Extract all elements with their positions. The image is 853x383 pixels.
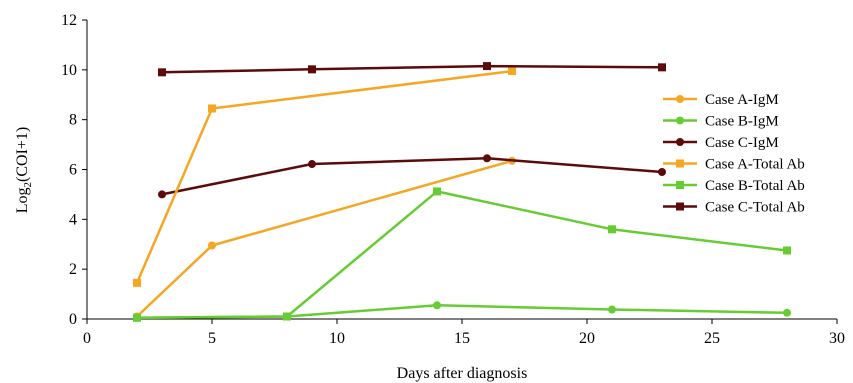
data-point: [783, 308, 791, 317]
y-tick-label: 4: [69, 211, 77, 228]
legend-item-case-c-total-ab: Case C-Total Ab: [663, 200, 805, 216]
legend-item-case-b-total-ab: Case B-Total Ab: [663, 178, 805, 194]
data-point: [658, 63, 666, 72]
x-tick-label: 10: [329, 330, 345, 347]
legend-label: Case C-IgM: [705, 135, 779, 151]
series-layer: [133, 62, 791, 322]
data-point: [308, 65, 316, 74]
series-case-a-igm: [133, 156, 516, 321]
data-point: [308, 160, 316, 169]
legend-marker: [676, 159, 684, 168]
legend-label: Case B-Total Ab: [705, 178, 805, 194]
legend: Case A-IgM Case B-IgM Case C-IgM Case A-Tot…: [663, 92, 805, 216]
legend-label: Case A-Total Ab: [705, 157, 805, 173]
y-tick-label: 8: [69, 112, 77, 129]
legend-marker: [676, 138, 684, 146]
y-axis-label: Log2(COI+1): [14, 127, 34, 214]
legend-item-case-a-total-ab: Case A-Total Ab: [663, 157, 805, 173]
data-point: [158, 68, 166, 77]
series-case-c-igm: [158, 154, 666, 199]
legend-marker: [676, 181, 684, 189]
data-point: [783, 246, 791, 255]
x-tick-label: 0: [83, 330, 91, 347]
y-tick-label: 12: [61, 12, 77, 29]
data-point: [133, 278, 141, 287]
x-tick-label: 15: [454, 330, 470, 347]
legend-label: Case A-IgM: [705, 92, 779, 108]
y-axis-label-main: Log: [14, 187, 31, 213]
y-axis-label-rest: (COI+1): [14, 127, 31, 182]
data-point: [208, 104, 216, 113]
series-line-case-c-total-ab: [161, 64, 663, 74]
x-tick-label: 20: [579, 330, 595, 347]
data-point: [133, 313, 141, 322]
data-point: [433, 187, 441, 196]
y-axis-label-subscript: 2: [22, 182, 34, 188]
data-point: [433, 301, 441, 310]
data-point: [283, 312, 291, 321]
series-line-case-a-igm: [136, 159, 513, 318]
legend-item-case-c-igm: Case C-IgM: [663, 135, 779, 151]
y-tick-label: 6: [69, 162, 77, 179]
x-tick-label: 30: [829, 330, 845, 347]
y-tick-label: 0: [69, 311, 77, 328]
x-axis-label: Days after diagnosis: [397, 365, 528, 382]
legend-marker: [676, 116, 684, 125]
data-point: [608, 225, 616, 234]
legend-label: Case B-IgM: [705, 114, 779, 130]
legend-marker: [676, 95, 684, 103]
y-tick-label: 10: [61, 62, 77, 79]
x-tick-label: 5: [208, 330, 216, 347]
data-point: [508, 67, 516, 76]
x-tick-label: 25: [704, 330, 720, 347]
axes: 0 5 10 15 20 25 30 0 2 4 6 8 10 12: [61, 12, 845, 347]
series-case-b-total-ab: [133, 187, 791, 322]
data-point: [483, 154, 491, 163]
legend-item-case-a-igm: Case A-IgM: [663, 92, 779, 108]
series-case-a-total-ab: [133, 67, 516, 287]
data-point: [208, 241, 216, 250]
legend-item-case-b-igm: Case B-IgM: [663, 114, 779, 130]
data-point: [483, 62, 491, 71]
data-point: [608, 305, 616, 314]
y-tick-label: 2: [69, 261, 77, 278]
legend-label: Case C-Total Ab: [705, 200, 805, 216]
data-point: [658, 167, 666, 176]
series-line-case-c-igm: [161, 157, 663, 196]
series-line-case-b-total-ab: [136, 190, 788, 320]
legend-marker: [676, 202, 684, 211]
series-case-c-total-ab: [158, 62, 666, 77]
data-point: [158, 190, 166, 199]
